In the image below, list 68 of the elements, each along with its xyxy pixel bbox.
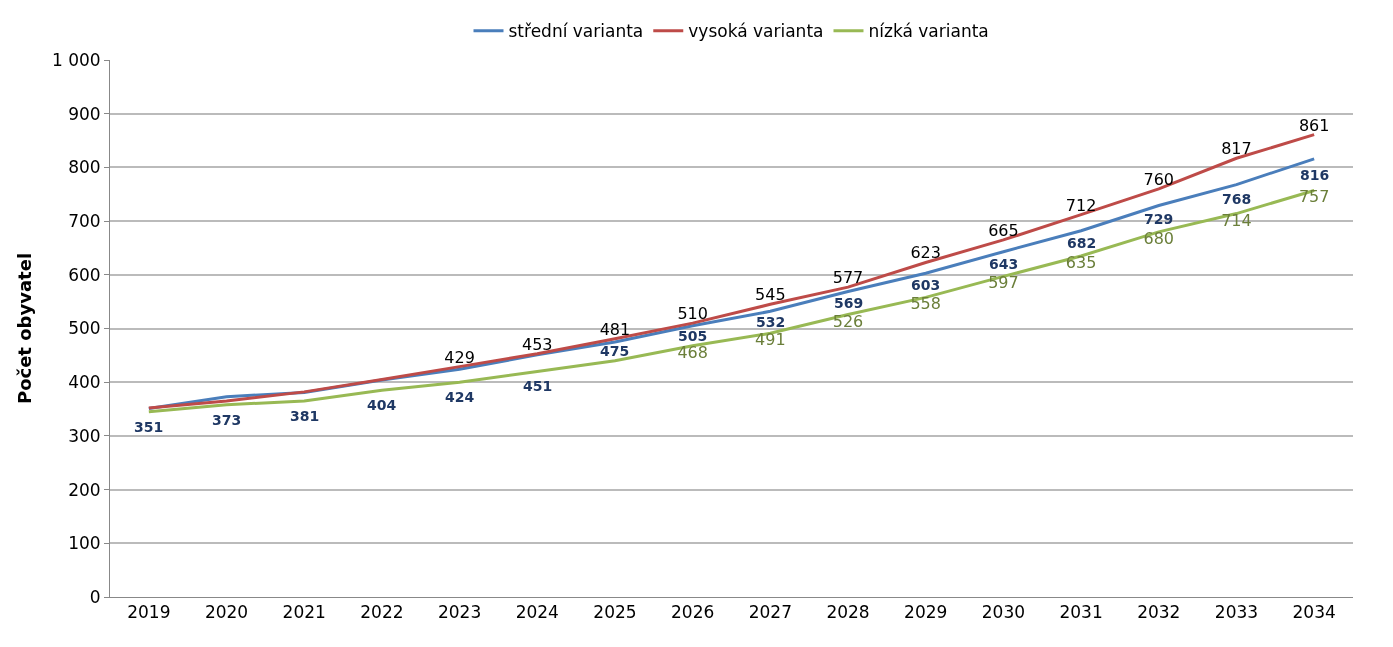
data-label: 381: [290, 408, 320, 424]
y-tick-label: 0: [89, 586, 101, 607]
data-label: 373: [212, 412, 242, 428]
data-label: 712: [1065, 195, 1097, 215]
y-tick-label: 1 000: [51, 49, 101, 70]
legend-label: nízká varianta: [868, 21, 989, 42]
y-tick-label: 600: [68, 264, 101, 285]
y-tick-label: 700: [68, 211, 101, 232]
legend-label: vysoká varianta: [688, 21, 824, 42]
data-label: 643: [989, 256, 1019, 272]
data-label: 680: [1143, 228, 1175, 248]
x-tick-label: 2024: [515, 602, 559, 623]
data-label: 545: [755, 285, 786, 305]
y-tick-label: 100: [68, 533, 101, 554]
data-label: 816: [1300, 167, 1330, 183]
x-tick-label: 2033: [1214, 602, 1259, 623]
x-tick-label: 2031: [1059, 602, 1103, 623]
data-label: 424: [445, 389, 475, 405]
y-tick-label: 300: [68, 425, 101, 446]
y-tick-label: 200: [68, 479, 101, 500]
x-tick-label: 2030: [981, 602, 1026, 623]
x-tick-label: 2023: [437, 602, 482, 623]
data-label: 729: [1144, 211, 1174, 227]
x-tick-label: 2032: [1137, 602, 1181, 623]
x-tick-label: 2019: [127, 602, 171, 623]
data-label: 351: [134, 419, 164, 435]
data-label: 623: [910, 243, 941, 263]
y-tick-label: 400: [68, 372, 101, 393]
data-label: 429: [444, 347, 475, 367]
data-label: 665: [988, 220, 1019, 240]
y-tick-label: 500: [68, 318, 101, 339]
data-label: 861: [1298, 115, 1330, 135]
data-label: 760: [1143, 169, 1175, 189]
y-tick-label: 900: [68, 103, 101, 124]
legend-label: střední varianta: [508, 21, 644, 42]
data-label: 558: [910, 294, 941, 314]
x-tick-label: 2029: [904, 602, 948, 623]
data-label: 714: [1221, 210, 1252, 230]
x-tick-label: 2026: [671, 602, 715, 623]
x-tick-label: 2025: [593, 602, 637, 623]
x-tick-label: 2022: [360, 602, 404, 623]
x-tick-label: 2021: [282, 602, 326, 623]
data-label: 453: [522, 334, 553, 354]
data-label: 635: [1065, 253, 1097, 273]
x-tick-label: 2034: [1292, 602, 1336, 623]
data-label: 491: [755, 330, 786, 350]
data-label: 481: [599, 319, 631, 339]
data-label: 569: [834, 295, 864, 311]
data-label: 603: [911, 277, 941, 293]
data-label: 532: [756, 314, 786, 330]
data-label: 510: [677, 304, 708, 324]
data-label: 817: [1221, 139, 1252, 159]
x-tick-label: 2020: [204, 602, 249, 623]
data-label: 597: [988, 273, 1019, 293]
data-label: 577: [832, 268, 864, 288]
data-label: 526: [832, 311, 864, 331]
y-axis-title: Počet obyvatel: [14, 252, 36, 405]
data-label: 757: [1298, 187, 1330, 207]
data-label: 505: [678, 328, 708, 344]
data-label: 468: [677, 342, 708, 362]
data-label: 451: [523, 378, 553, 394]
data-label: 682: [1067, 235, 1097, 251]
data-label: 475: [600, 343, 630, 359]
data-label: 768: [1222, 191, 1252, 207]
x-tick-label: 2027: [748, 602, 792, 623]
data-label: 404: [367, 397, 397, 413]
y-tick-label: 800: [68, 157, 101, 178]
x-tick-label: 2028: [826, 602, 870, 623]
